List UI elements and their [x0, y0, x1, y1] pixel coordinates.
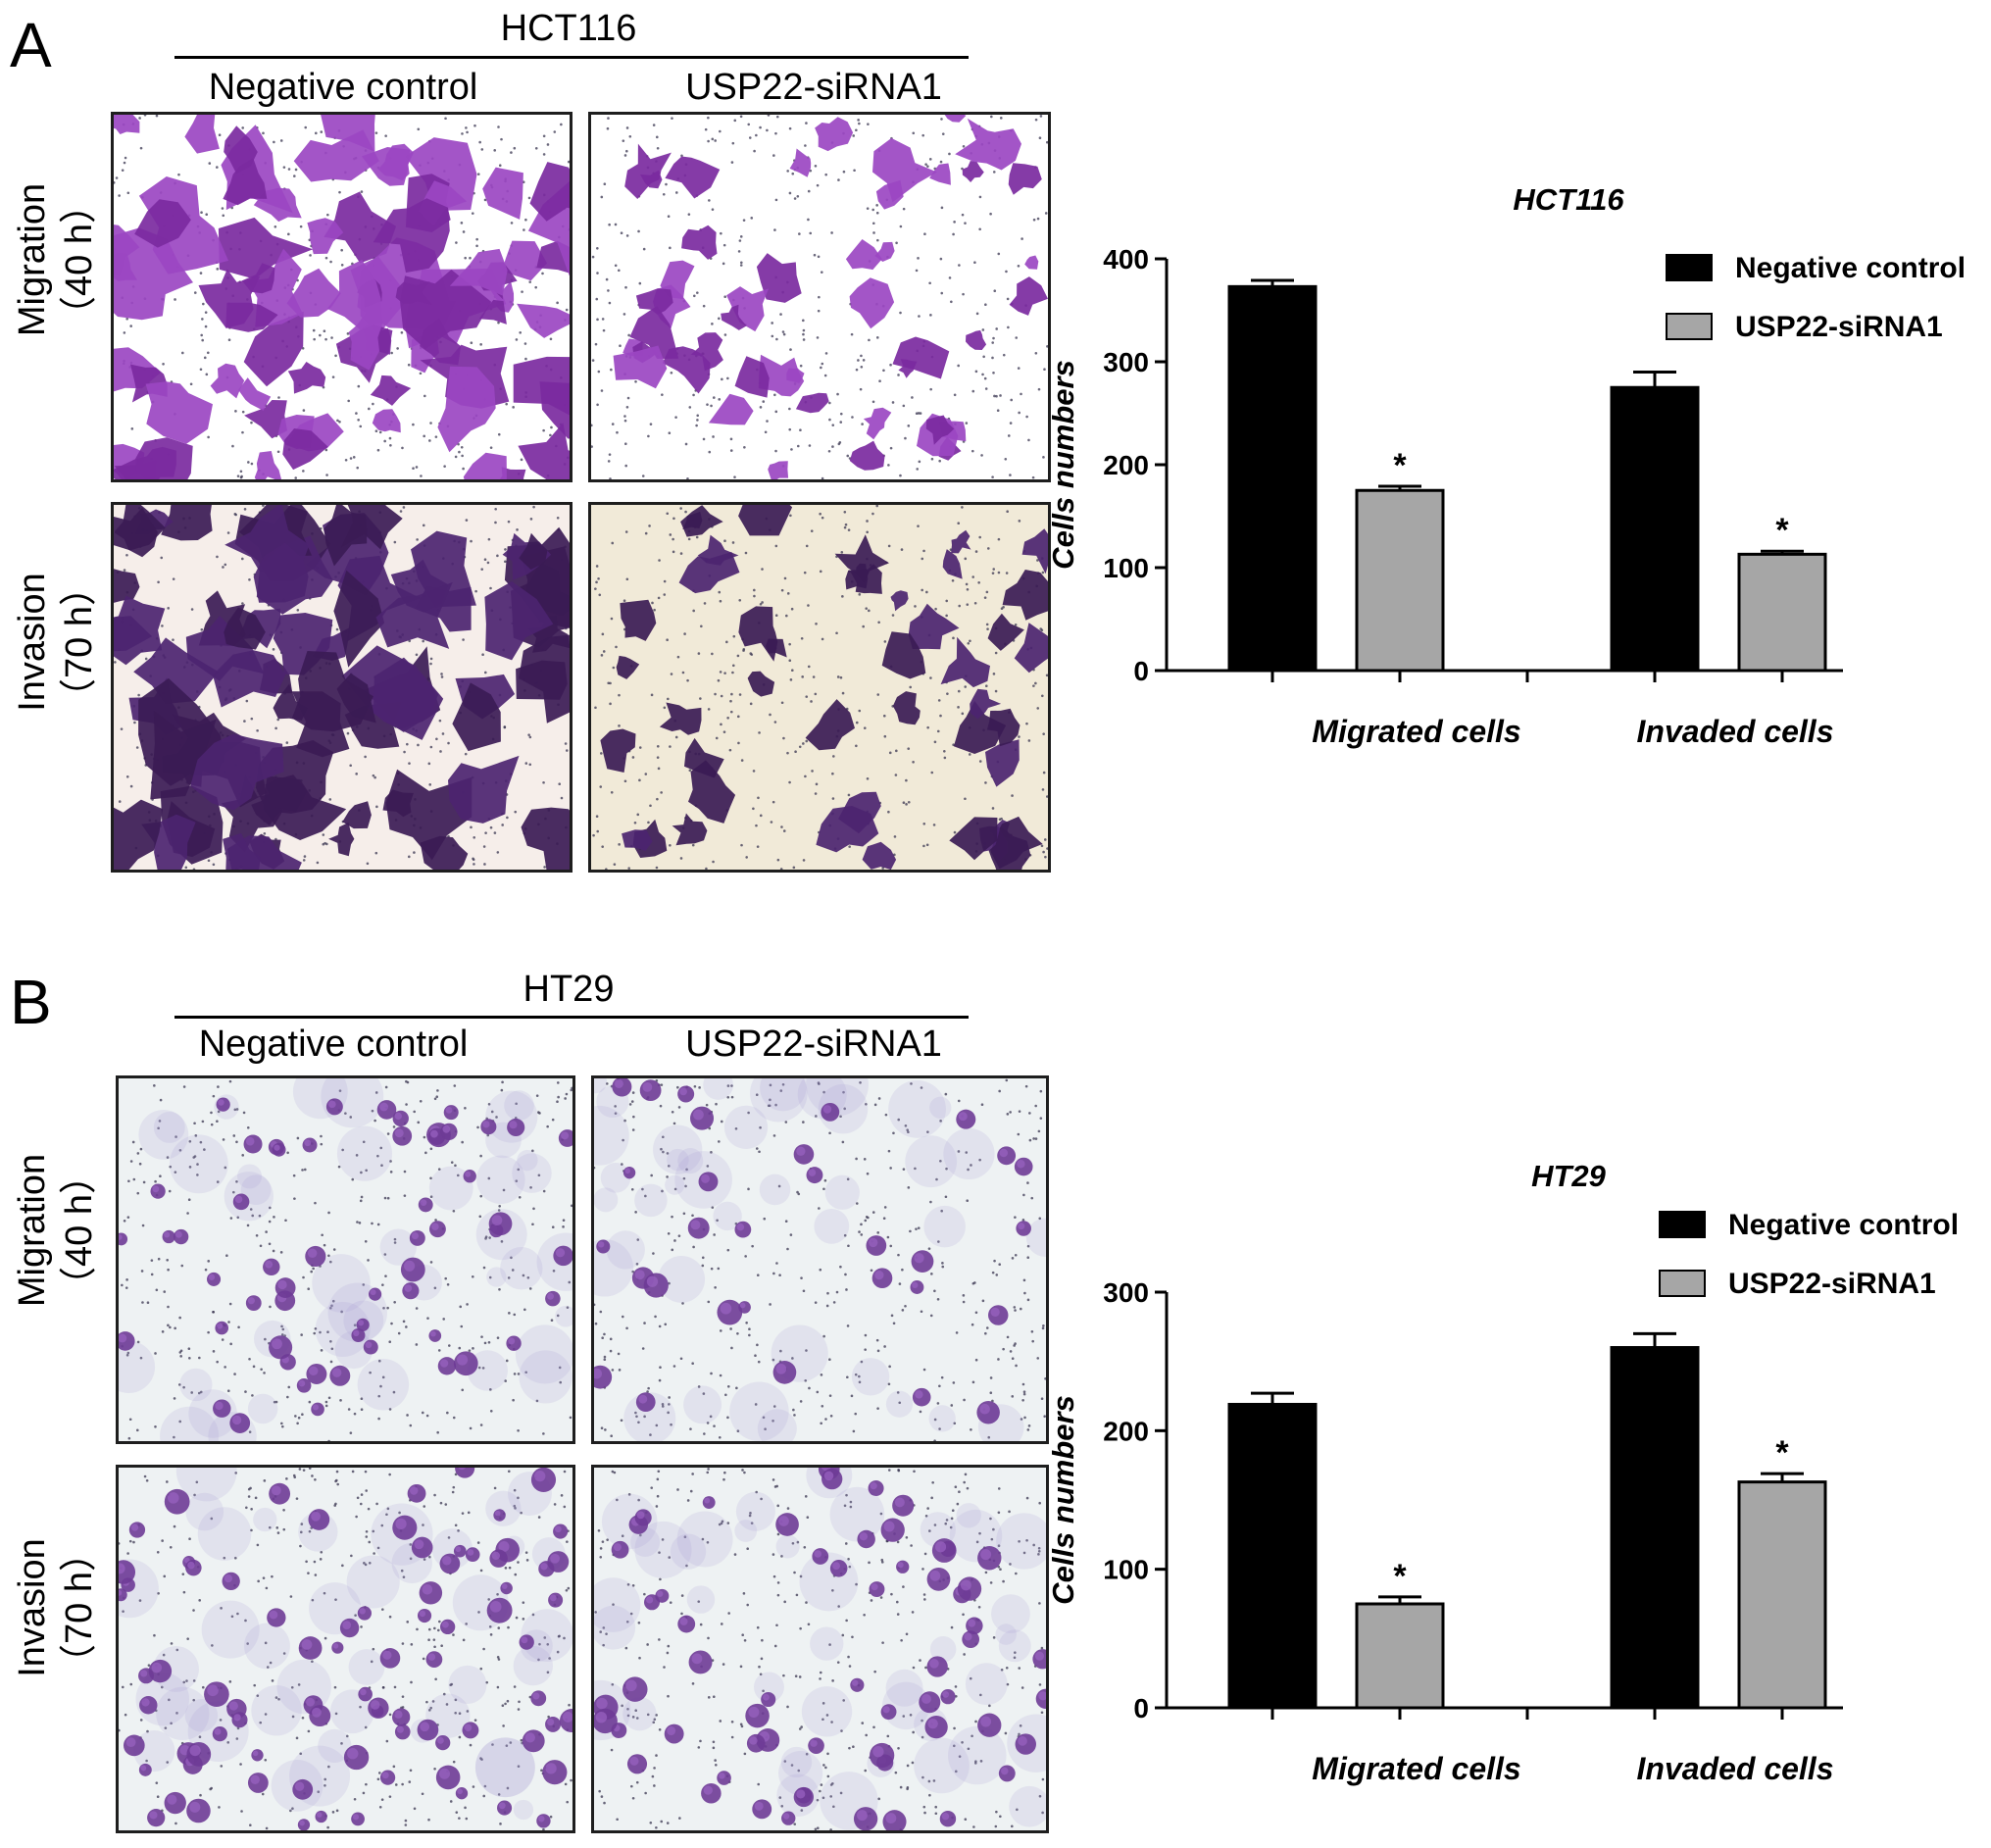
y-tick-label: 0 — [1133, 656, 1149, 686]
significance-marker: * — [1775, 1434, 1789, 1472]
legend-label: Negative control — [1728, 1209, 1959, 1241]
significance-marker: * — [1393, 447, 1407, 484]
micrograph-ht29-invasion-usp22-sirna1 — [591, 1465, 1049, 1833]
y-tick-label: 200 — [1103, 1416, 1149, 1446]
legend-swatch — [1659, 1270, 1706, 1297]
legend-swatch — [1666, 254, 1713, 281]
chart-title: HCT116 — [1513, 182, 1624, 217]
significance-marker: * — [1393, 1558, 1407, 1595]
bar-negative-control-migrated — [1227, 1402, 1318, 1710]
y-tick-label: 300 — [1103, 347, 1149, 377]
x-category-label: Invaded cells — [1637, 1751, 1834, 1786]
panel-b-condition-negative-control: Negative control — [198, 1024, 469, 1065]
micrograph-hct116-migration-usp22-sirna1 — [588, 112, 1051, 482]
panel-b-cell-line-title: HT29 — [523, 969, 615, 1010]
y-tick-label: 400 — [1103, 244, 1149, 275]
panel-b-bracket-line — [174, 1016, 969, 1019]
y-tick-label: 100 — [1103, 553, 1149, 583]
panel-letter-b: B — [10, 967, 52, 1037]
bar-negative-control-migrated — [1227, 284, 1318, 673]
micrograph-hct116-invasion-negative-control — [111, 502, 572, 873]
y-axis-label: Cells numbers — [1046, 360, 1080, 570]
micrograph-hct116-migration-negative-control — [111, 112, 572, 482]
chart-title: HT29 — [1531, 1159, 1607, 1193]
y-axis-label: Cells numbers — [1046, 1395, 1080, 1605]
bar-negative-control-invaded — [1610, 385, 1700, 673]
micrograph-ht29-migration-usp22-sirna1 — [591, 1075, 1049, 1444]
x-category-label: Migrated cells — [1312, 714, 1520, 749]
x-category-label: Invaded cells — [1637, 714, 1834, 749]
panel-a-bracket-line — [174, 56, 969, 59]
significance-marker: * — [1775, 512, 1789, 549]
legend-label: USP22-siRNA1 — [1728, 1268, 1936, 1300]
panel-a-condition-usp22-sirna1: USP22-siRNA1 — [685, 67, 942, 108]
bar-usp22-sirna1-migrated — [1355, 1602, 1445, 1710]
panel-a-cell-line-title: HCT116 — [500, 8, 637, 49]
x-category-label: Migrated cells — [1312, 1751, 1520, 1786]
y-tick-label: 100 — [1103, 1555, 1149, 1585]
legend-label: USP22-siRNA1 — [1735, 311, 1943, 343]
y-tick-label: 0 — [1133, 1693, 1149, 1723]
bar-negative-control-invaded — [1610, 1346, 1700, 1710]
micrograph-ht29-migration-negative-control — [116, 1075, 575, 1444]
y-tick-label: 300 — [1103, 1277, 1149, 1308]
bar-usp22-sirna1-invaded — [1737, 552, 1827, 673]
panel-b-condition-usp22-sirna1: USP22-siRNA1 — [685, 1024, 942, 1065]
panel-a-condition-negative-control: Negative control — [208, 67, 478, 108]
bar-usp22-sirna1-migrated — [1355, 488, 1445, 673]
panel-letter-a: A — [10, 10, 52, 80]
legend-label: Negative control — [1735, 252, 1966, 284]
micrograph-ht29-invasion-negative-control — [116, 1465, 575, 1833]
micrograph-hct116-invasion-usp22-sirna1 — [588, 502, 1051, 873]
bar-usp22-sirna1-invaded — [1737, 1480, 1827, 1710]
legend-swatch — [1659, 1211, 1706, 1238]
legend-swatch — [1666, 313, 1713, 340]
y-tick-label: 200 — [1103, 450, 1149, 480]
